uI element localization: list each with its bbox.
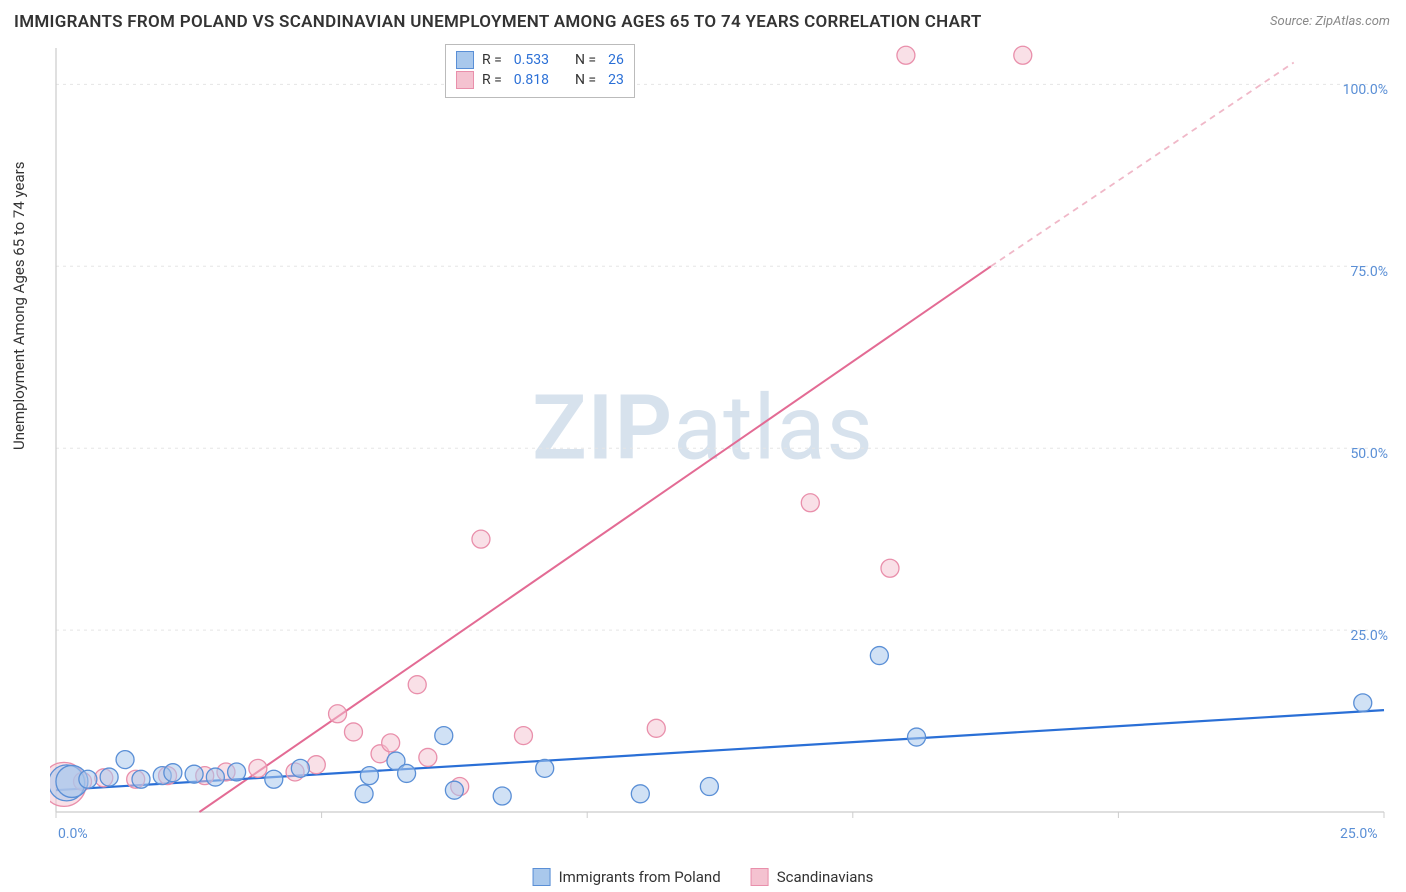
legend-row: R = 0.533 N = 26 — [456, 50, 624, 70]
x-tick-label: 25.0% — [1340, 826, 1378, 842]
data-point — [435, 727, 453, 745]
data-point — [870, 647, 888, 665]
data-point — [445, 781, 463, 799]
legend-n-label: N = — [575, 72, 596, 88]
data-point — [472, 530, 490, 548]
data-point — [116, 751, 134, 769]
chart-svg — [50, 42, 1390, 832]
legend-label: Immigrants from Poland — [559, 868, 721, 886]
data-point — [132, 770, 150, 788]
data-point — [881, 559, 899, 577]
data-point — [206, 768, 224, 786]
data-point — [897, 46, 915, 64]
data-point — [307, 756, 325, 774]
data-point — [344, 723, 362, 741]
legend-item: Immigrants from Poland — [533, 868, 721, 886]
source-label: Source: ZipAtlas.com — [1270, 14, 1390, 29]
chart-plot-area — [50, 42, 1390, 832]
data-point — [382, 734, 400, 752]
data-point — [228, 763, 246, 781]
legend-item: Scandinavians — [751, 868, 874, 886]
y-tick-label: 100.0% — [1343, 82, 1388, 98]
data-point — [1014, 46, 1032, 64]
legend-swatch — [751, 868, 769, 886]
y-tick-label: 25.0% — [1350, 628, 1388, 644]
legend-n-value: 26 — [608, 52, 624, 68]
data-point — [536, 759, 554, 777]
data-point — [1354, 694, 1372, 712]
legend-swatch — [533, 868, 551, 886]
data-point — [514, 727, 532, 745]
data-point — [493, 787, 511, 805]
data-point — [164, 764, 182, 782]
legend-n-label: N = — [575, 52, 596, 68]
legend-swatch — [456, 51, 474, 69]
data-point — [408, 676, 426, 694]
legend-r-label: R = — [482, 72, 502, 88]
data-point — [647, 719, 665, 737]
data-point — [398, 764, 416, 782]
data-point — [265, 770, 283, 788]
data-point — [908, 728, 926, 746]
legend-r-value: 0.533 — [514, 52, 549, 68]
x-tick-label: 0.0% — [58, 826, 88, 842]
y-axis-label: Unemployment Among Ages 65 to 74 years — [10, 162, 28, 450]
data-point — [700, 778, 718, 796]
data-point — [360, 767, 378, 785]
legend-r-label: R = — [482, 52, 502, 68]
data-point — [185, 765, 203, 783]
data-point — [355, 785, 373, 803]
data-point — [100, 768, 118, 786]
legend-r-value: 0.818 — [514, 72, 549, 88]
correlation-legend: R = 0.533 N = 26 R = 0.818 N = 23 — [445, 44, 635, 98]
chart-title: IMMIGRANTS FROM POLAND VS SCANDINAVIAN U… — [14, 12, 982, 32]
data-point — [329, 705, 347, 723]
series-legend: Immigrants from Poland Scandinavians — [533, 868, 874, 886]
legend-swatch — [456, 71, 474, 89]
data-point — [249, 759, 267, 777]
data-point — [801, 494, 819, 512]
legend-label: Scandinavians — [777, 868, 874, 886]
legend-row: R = 0.818 N = 23 — [456, 70, 624, 90]
legend-n-value: 23 — [608, 72, 624, 88]
data-point — [291, 759, 309, 777]
data-point — [631, 785, 649, 803]
data-point — [79, 770, 97, 788]
data-point — [419, 748, 437, 766]
y-tick-label: 50.0% — [1350, 446, 1388, 462]
y-tick-label: 75.0% — [1350, 264, 1388, 280]
